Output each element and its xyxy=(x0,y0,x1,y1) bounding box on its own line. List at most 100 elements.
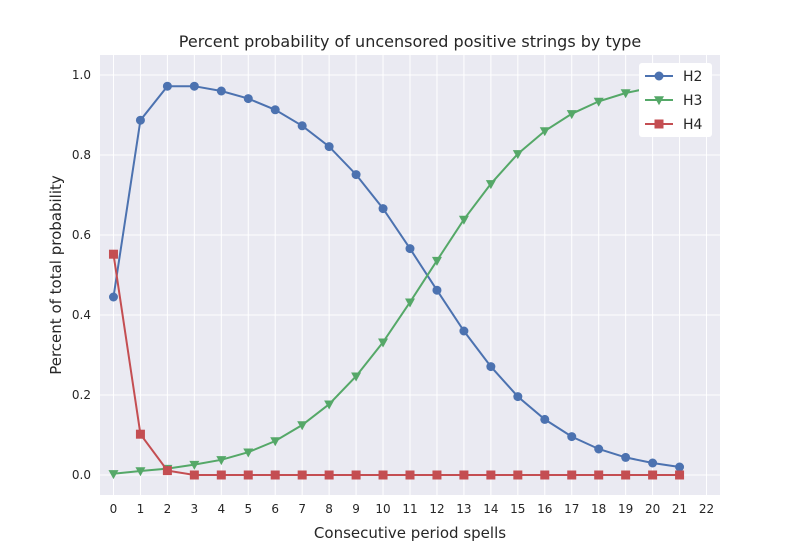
data-point-h4 xyxy=(405,470,415,480)
x-tick-label: 16 xyxy=(537,502,552,516)
data-point-h4 xyxy=(351,470,361,480)
data-point-h3 xyxy=(378,338,389,348)
data-point-h3 xyxy=(566,110,577,120)
data-point-h2 xyxy=(621,452,631,462)
x-tick-label: 4 xyxy=(217,502,225,516)
data-point-h4 xyxy=(567,470,577,480)
data-point-h4 xyxy=(486,470,496,480)
x-tick-label: 5 xyxy=(244,502,252,516)
legend-label-h4: H4 xyxy=(683,117,703,133)
data-point-h4 xyxy=(378,470,388,480)
legend-marker-h4 xyxy=(654,119,664,129)
data-point-h4 xyxy=(324,470,334,480)
data-point-h2 xyxy=(108,292,118,302)
data-point-h4 xyxy=(540,470,550,480)
y-tick-label: 0.6 xyxy=(72,228,91,242)
data-point-h2 xyxy=(405,244,415,254)
data-point-h2 xyxy=(459,326,469,336)
data-point-h4 xyxy=(459,470,469,480)
x-tick-label: 11 xyxy=(402,502,417,516)
y-tick-label: 0.8 xyxy=(72,148,91,162)
data-point-h2 xyxy=(270,105,280,115)
data-point-h3 xyxy=(351,372,362,382)
data-point-h3 xyxy=(431,256,442,266)
data-point-h4 xyxy=(648,470,658,480)
data-point-h2 xyxy=(216,86,226,96)
data-point-h2 xyxy=(189,81,199,91)
legend-marker-h3 xyxy=(654,96,664,106)
data-point-h2 xyxy=(540,414,550,424)
data-point-h3 xyxy=(297,421,308,431)
data-point-h2 xyxy=(135,115,145,125)
data-point-h2 xyxy=(432,285,442,295)
y-axis-label: Percent of total probability xyxy=(47,175,65,375)
data-point-h2 xyxy=(243,94,253,104)
x-tick-label: 9 xyxy=(352,502,360,516)
x-tick-label: 14 xyxy=(483,502,498,516)
data-point-h3 xyxy=(216,456,227,466)
data-point-h2 xyxy=(567,432,577,442)
x-tick-label: 22 xyxy=(699,502,714,516)
data-point-h4 xyxy=(594,470,604,480)
data-point-h3 xyxy=(458,215,469,225)
data-point-h4 xyxy=(162,466,172,476)
chart-title: Percent probability of uncensored positi… xyxy=(179,32,641,51)
data-point-h2 xyxy=(486,362,496,372)
data-point-h2 xyxy=(648,458,658,468)
legend-marker-h2 xyxy=(654,71,664,81)
data-point-h4 xyxy=(135,429,145,439)
x-axis-label: Consecutive period spells xyxy=(314,524,506,542)
data-point-h2 xyxy=(594,444,604,454)
y-tick-label: 0.0 xyxy=(72,468,91,482)
grid xyxy=(100,55,720,495)
legend: H2 H3 H4 xyxy=(639,63,712,137)
data-point-h3 xyxy=(539,127,550,137)
x-tick-label: 19 xyxy=(618,502,633,516)
series-h4 xyxy=(108,249,685,480)
data-point-h4 xyxy=(621,470,631,480)
x-tick-label: 6 xyxy=(271,502,279,516)
legend-box xyxy=(639,63,712,137)
x-tick-label: 8 xyxy=(325,502,333,516)
data-point-h4 xyxy=(675,470,685,480)
data-point-h2 xyxy=(351,170,361,180)
data-point-h3 xyxy=(243,448,254,458)
data-point-h3 xyxy=(593,97,604,107)
data-point-h3 xyxy=(405,298,415,308)
y-tick-label: 1.0 xyxy=(72,68,91,82)
data-point-h3 xyxy=(512,150,523,160)
y-tick-label: 0.4 xyxy=(72,308,91,322)
legend-label-h2: H2 xyxy=(683,69,702,85)
x-tick-label: 20 xyxy=(645,502,660,516)
legend-label-h3: H3 xyxy=(683,93,702,109)
series-layer xyxy=(108,79,685,480)
x-tick-label: 7 xyxy=(298,502,306,516)
series-line-h3 xyxy=(113,82,680,475)
data-point-h4 xyxy=(216,470,226,480)
x-tick-label: 15 xyxy=(510,502,525,516)
data-point-h3 xyxy=(324,400,335,410)
data-point-h3 xyxy=(485,180,496,190)
x-tick-label: 17 xyxy=(564,502,579,516)
x-tick-label: 0 xyxy=(110,502,118,516)
data-point-h3 xyxy=(620,89,631,99)
data-point-h2 xyxy=(297,121,307,131)
data-point-h3 xyxy=(108,470,119,480)
data-point-h2 xyxy=(378,204,388,214)
x-tick-labels: 0 1 2 3 4 5 6 7 8 9 10 11 12 13 14 15 16 17 18 19 20 21 22 xyxy=(110,502,715,516)
data-point-h4 xyxy=(297,470,307,480)
series-h2 xyxy=(108,81,685,472)
series-line-h2 xyxy=(112,85,680,468)
data-point-h4 xyxy=(108,249,118,259)
data-point-h4 xyxy=(270,470,280,480)
series-line-h4 xyxy=(112,254,680,476)
data-point-h3 xyxy=(189,460,200,470)
x-tick-label: 2 xyxy=(164,502,172,516)
data-point-h3 xyxy=(270,437,281,447)
y-tick-labels: 0.0 0.2 0.4 0.6 0.8 1.0 xyxy=(72,68,91,482)
data-point-h4 xyxy=(189,470,199,480)
data-point-h4 xyxy=(243,470,253,480)
data-point-h3 xyxy=(135,467,146,477)
x-tick-label: 3 xyxy=(191,502,199,516)
